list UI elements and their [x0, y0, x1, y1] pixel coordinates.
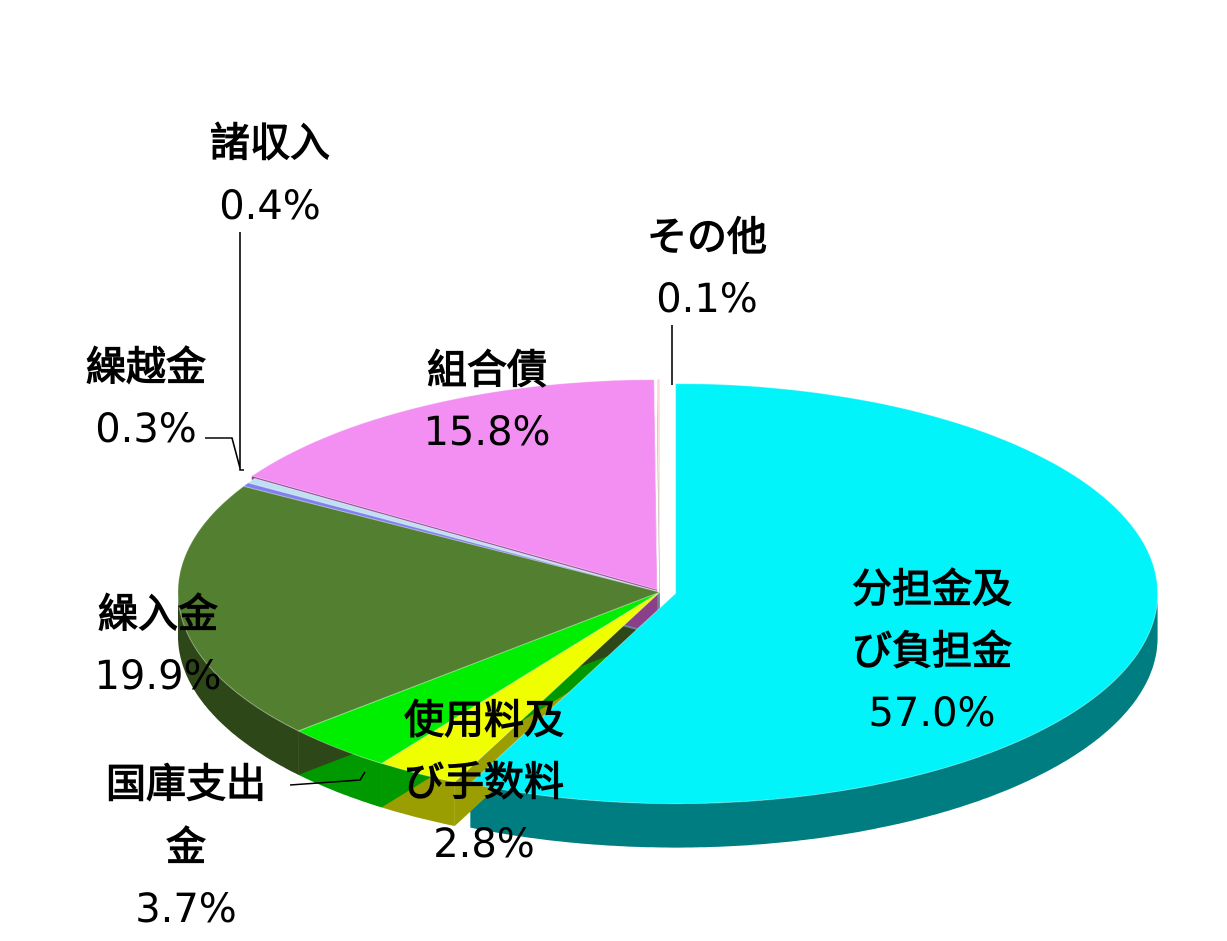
label-kokko-line2: 金	[165, 824, 207, 870]
label-sonota: その他	[647, 214, 767, 260]
pie-slice-side-s0	[470, 595, 1158, 848]
label-shoshunyu: 諸収入	[210, 120, 330, 166]
value-kumiaisai: 15.8%	[423, 409, 550, 455]
pie-slice-s5	[247, 477, 661, 593]
value-bunntankin: 57.0%	[868, 690, 995, 736]
leader-line-kokko	[289, 771, 366, 786]
leader-line-shoshunyu	[239, 232, 244, 471]
label-bunntankin-line2: び負担金	[852, 628, 1013, 674]
pie-tops	[177, 378, 1159, 805]
label-kurikoshikin: 繰越金	[86, 344, 207, 390]
label-bunntankin-line1: 分担金及	[852, 566, 1012, 612]
label-shiyoryo-line1: 使用料及	[404, 697, 564, 743]
pie-slice-s4	[242, 482, 661, 593]
slice-labels: 分担金及 び負担金 57.0% 使用料及 び手数料 2.8% 国庫支出 金 3.…	[86, 120, 1013, 932]
pie-slice-s7	[656, 378, 661, 590]
pie-slice-cut-s7-0	[657, 379, 660, 634]
leader-line-kurikoshikin	[205, 437, 241, 469]
value-sonota: 0.1%	[656, 276, 758, 322]
value-kuriirekin: 19.9%	[94, 653, 221, 699]
label-kuriirekin: 繰入金	[98, 591, 219, 637]
leader-lines	[205, 232, 673, 786]
label-shiyoryo-line2: び手数料	[404, 759, 564, 805]
pie-slice-side-s3	[178, 592, 299, 775]
label-kokko-line1: 国庫支出	[106, 761, 266, 807]
value-kokko: 3.7%	[135, 886, 237, 932]
pie-slice-s3	[177, 485, 662, 732]
pie-slice-s6	[250, 379, 658, 591]
value-shiyoryo: 2.8%	[433, 821, 535, 867]
value-shoshunyu: 0.4%	[219, 183, 321, 229]
pie-slice-s0	[469, 383, 1159, 805]
value-kurikoshikin: 0.3%	[95, 406, 197, 452]
pie-slice-s1	[380, 591, 661, 783]
label-kumiaisai: 組合債	[427, 347, 547, 393]
pie-slice-s2	[297, 591, 661, 764]
